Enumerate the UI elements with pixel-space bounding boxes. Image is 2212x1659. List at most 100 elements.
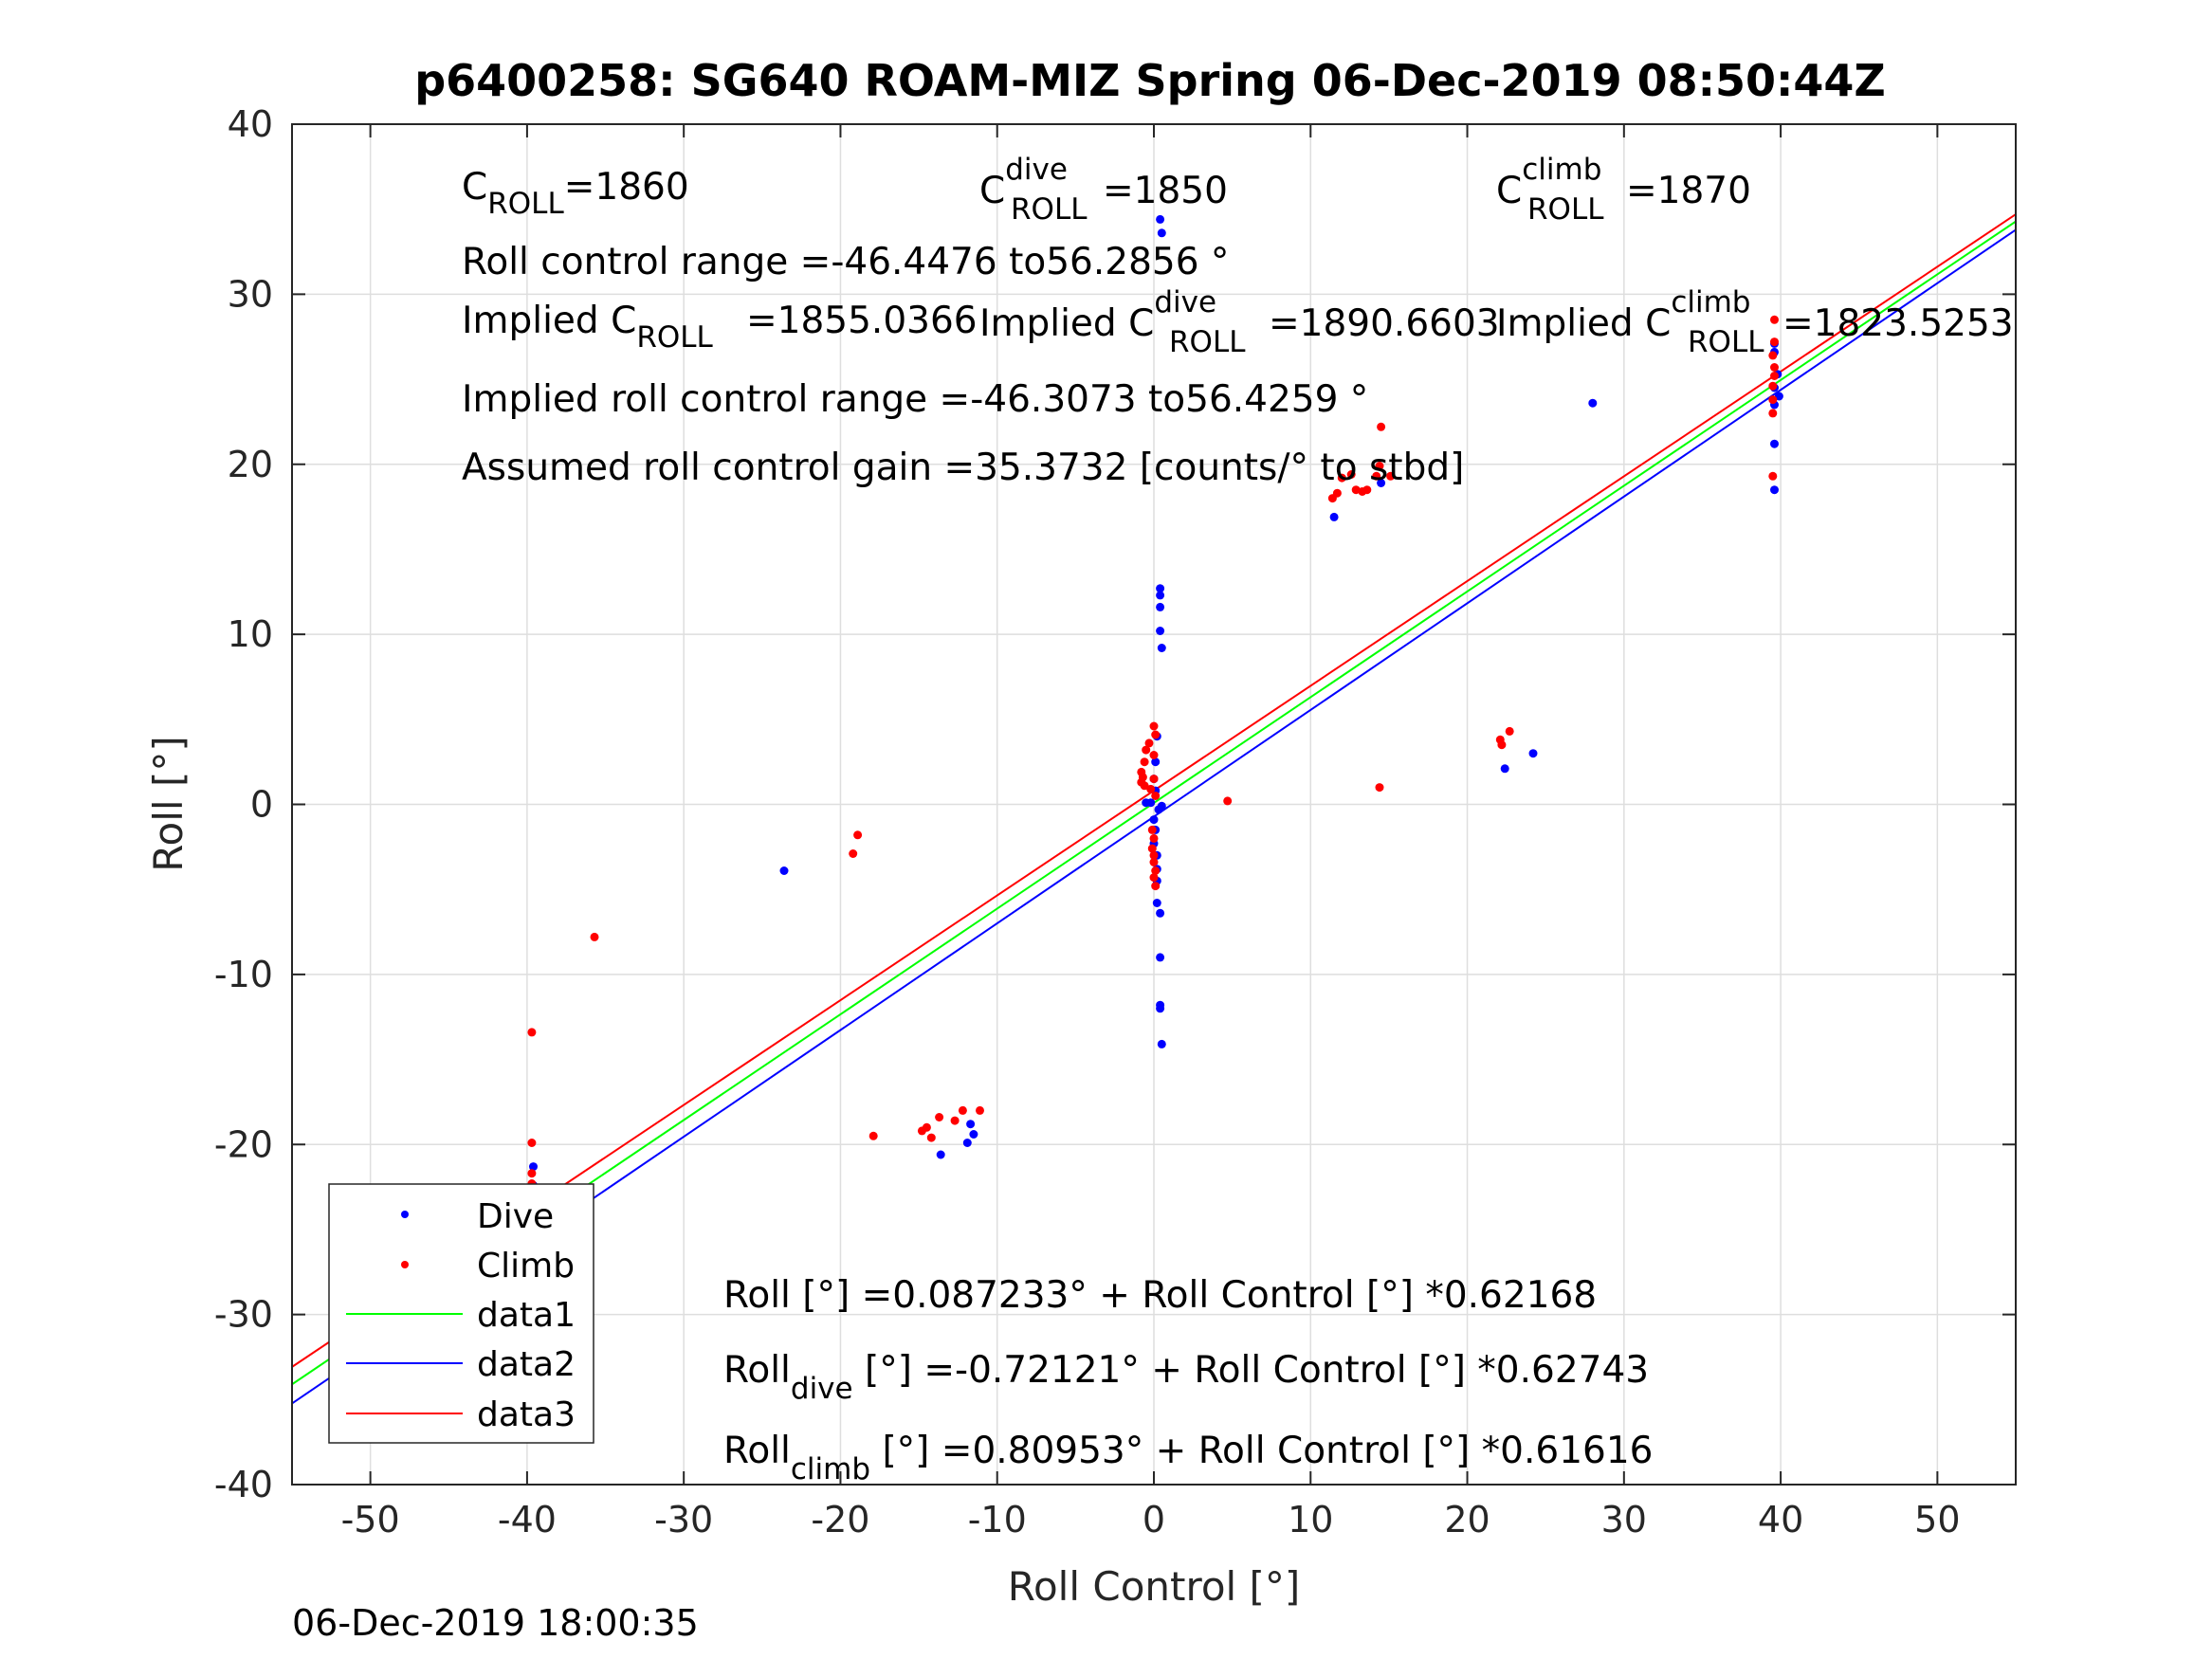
point-climb xyxy=(1375,462,1384,470)
point-dive xyxy=(1149,815,1159,825)
x-tick-label: -20 xyxy=(811,1499,869,1540)
point-dive xyxy=(1156,584,1165,593)
point-climb xyxy=(1770,363,1779,372)
point-dive xyxy=(1774,392,1783,401)
x-tick-label: 0 xyxy=(1143,1499,1165,1540)
fit-equation-all: Roll [°] =0.087233° + Roll Control [°] *… xyxy=(723,1274,1597,1317)
point-dive xyxy=(1156,953,1165,962)
x-tick-label: 50 xyxy=(1914,1499,1960,1540)
point-climb xyxy=(1149,833,1159,843)
x-axis-label: Roll Control [°] xyxy=(1008,1563,1301,1610)
point-dive xyxy=(1154,805,1163,814)
point-dive xyxy=(1151,757,1161,767)
y-tick-label: 40 xyxy=(228,103,273,145)
data-points xyxy=(527,214,1783,1256)
implied-range-annotation: Implied roll control range =-46.3073 to5… xyxy=(462,378,1368,421)
y-tick-label: -20 xyxy=(214,1123,273,1165)
point-climb xyxy=(1149,721,1159,731)
point-climb xyxy=(1768,471,1778,481)
y-tick-label: 10 xyxy=(228,613,273,655)
point-dive xyxy=(1528,749,1538,758)
point-dive xyxy=(1156,1004,1165,1013)
point-climb xyxy=(1332,488,1342,498)
point-dive xyxy=(1142,798,1151,808)
croll-climb-annotation: Cclimb ROLL =1870 xyxy=(1496,153,1751,227)
point-dive xyxy=(1152,899,1161,907)
point-dive xyxy=(1156,908,1165,918)
x-tick-label: 40 xyxy=(1758,1499,1803,1540)
point-dive xyxy=(966,1120,976,1129)
legend-climb-marker xyxy=(401,1261,409,1268)
point-climb xyxy=(1362,485,1372,495)
implied-croll-climb-annotation: Implied Cclimb ROLL =1823.5253 xyxy=(1496,285,2014,359)
implied-croll-dive-annotation: Implied Cdive ROLL =1890.6603 xyxy=(979,285,1500,359)
point-dive xyxy=(1156,627,1165,635)
point-climb xyxy=(1149,775,1159,784)
point-climb xyxy=(950,1116,960,1125)
chart-title: p6400258: SG640 ROAM-MIZ Spring 06-Dec-2… xyxy=(414,55,1886,106)
implied-croll-annotation: Implied CROLL =1855.0366 xyxy=(462,300,978,355)
legend: Dive Climb data1 data2 data3 xyxy=(328,1183,594,1444)
y-axis-label: Roll [°] xyxy=(145,736,192,871)
point-climb xyxy=(1142,745,1151,755)
point-climb xyxy=(1770,315,1779,324)
point-climb xyxy=(1223,796,1233,806)
croll-annotation: CROLL=1860 xyxy=(462,166,689,221)
point-dive xyxy=(1770,485,1779,495)
point-climb xyxy=(849,849,858,858)
point-climb xyxy=(1140,757,1149,767)
point-climb xyxy=(853,830,863,840)
y-tick-label: 30 xyxy=(228,273,273,315)
point-dive xyxy=(779,866,789,875)
point-climb xyxy=(1146,784,1156,793)
point-climb xyxy=(1149,850,1159,860)
point-climb xyxy=(1505,726,1514,736)
legend-data2-label: data2 xyxy=(477,1345,576,1384)
point-climb xyxy=(935,1113,944,1121)
point-climb xyxy=(1140,781,1149,791)
legend-dive-label: Dive xyxy=(477,1197,554,1236)
point-climb xyxy=(976,1105,984,1115)
point-climb xyxy=(1337,473,1346,483)
point-dive xyxy=(1329,512,1339,521)
roll-range-annotation: Roll control range =-46.4476 to56.2856 ° xyxy=(462,241,1229,283)
point-climb xyxy=(922,1122,931,1132)
tick-labels: -50 -40 -30 -20 -10 0 10 20 30 40 50 -40 -30 -20 -10 0 1… xyxy=(214,103,1961,1540)
point-dive xyxy=(936,1150,945,1159)
point-climb xyxy=(527,1139,537,1147)
point-climb xyxy=(926,1133,936,1142)
point-climb xyxy=(1768,351,1778,360)
x-tick-label: -10 xyxy=(968,1499,1027,1540)
point-climb xyxy=(527,1169,537,1178)
point-climb xyxy=(1770,372,1779,380)
x-tick-label: -40 xyxy=(498,1499,557,1540)
point-climb xyxy=(958,1105,967,1115)
point-climb xyxy=(1147,844,1157,853)
y-tick-label: -30 xyxy=(214,1294,273,1336)
point-dive xyxy=(962,1139,972,1147)
point-climb xyxy=(1151,730,1161,739)
y-tick-label: 20 xyxy=(228,444,273,485)
point-dive xyxy=(1156,214,1165,224)
y-tick-label: -10 xyxy=(214,954,273,995)
point-climb xyxy=(1770,337,1779,347)
point-climb xyxy=(1768,395,1778,405)
croll-dive-annotation: Cdive ROLL =1850 xyxy=(979,153,1228,227)
point-dive xyxy=(1157,1039,1166,1048)
legend-dive-marker xyxy=(401,1211,409,1218)
gain-annotation: Assumed roll control gain =35.3732 [coun… xyxy=(462,447,1464,489)
point-climb xyxy=(1346,470,1356,479)
point-dive xyxy=(1588,398,1598,408)
legend-climb-label: Climb xyxy=(477,1247,575,1285)
x-tick-label: 20 xyxy=(1444,1499,1490,1540)
point-climb xyxy=(1151,866,1161,875)
timestamp: 06-Dec-2019 18:00:35 xyxy=(292,1602,699,1644)
point-climb xyxy=(1375,783,1384,793)
point-climb xyxy=(1149,858,1159,866)
point-climb xyxy=(1149,873,1159,883)
point-dive xyxy=(1156,591,1165,600)
legend-data1-label: data1 xyxy=(477,1296,576,1335)
point-climb xyxy=(1386,471,1396,481)
point-climb xyxy=(527,1028,537,1037)
point-dive xyxy=(1770,439,1779,448)
